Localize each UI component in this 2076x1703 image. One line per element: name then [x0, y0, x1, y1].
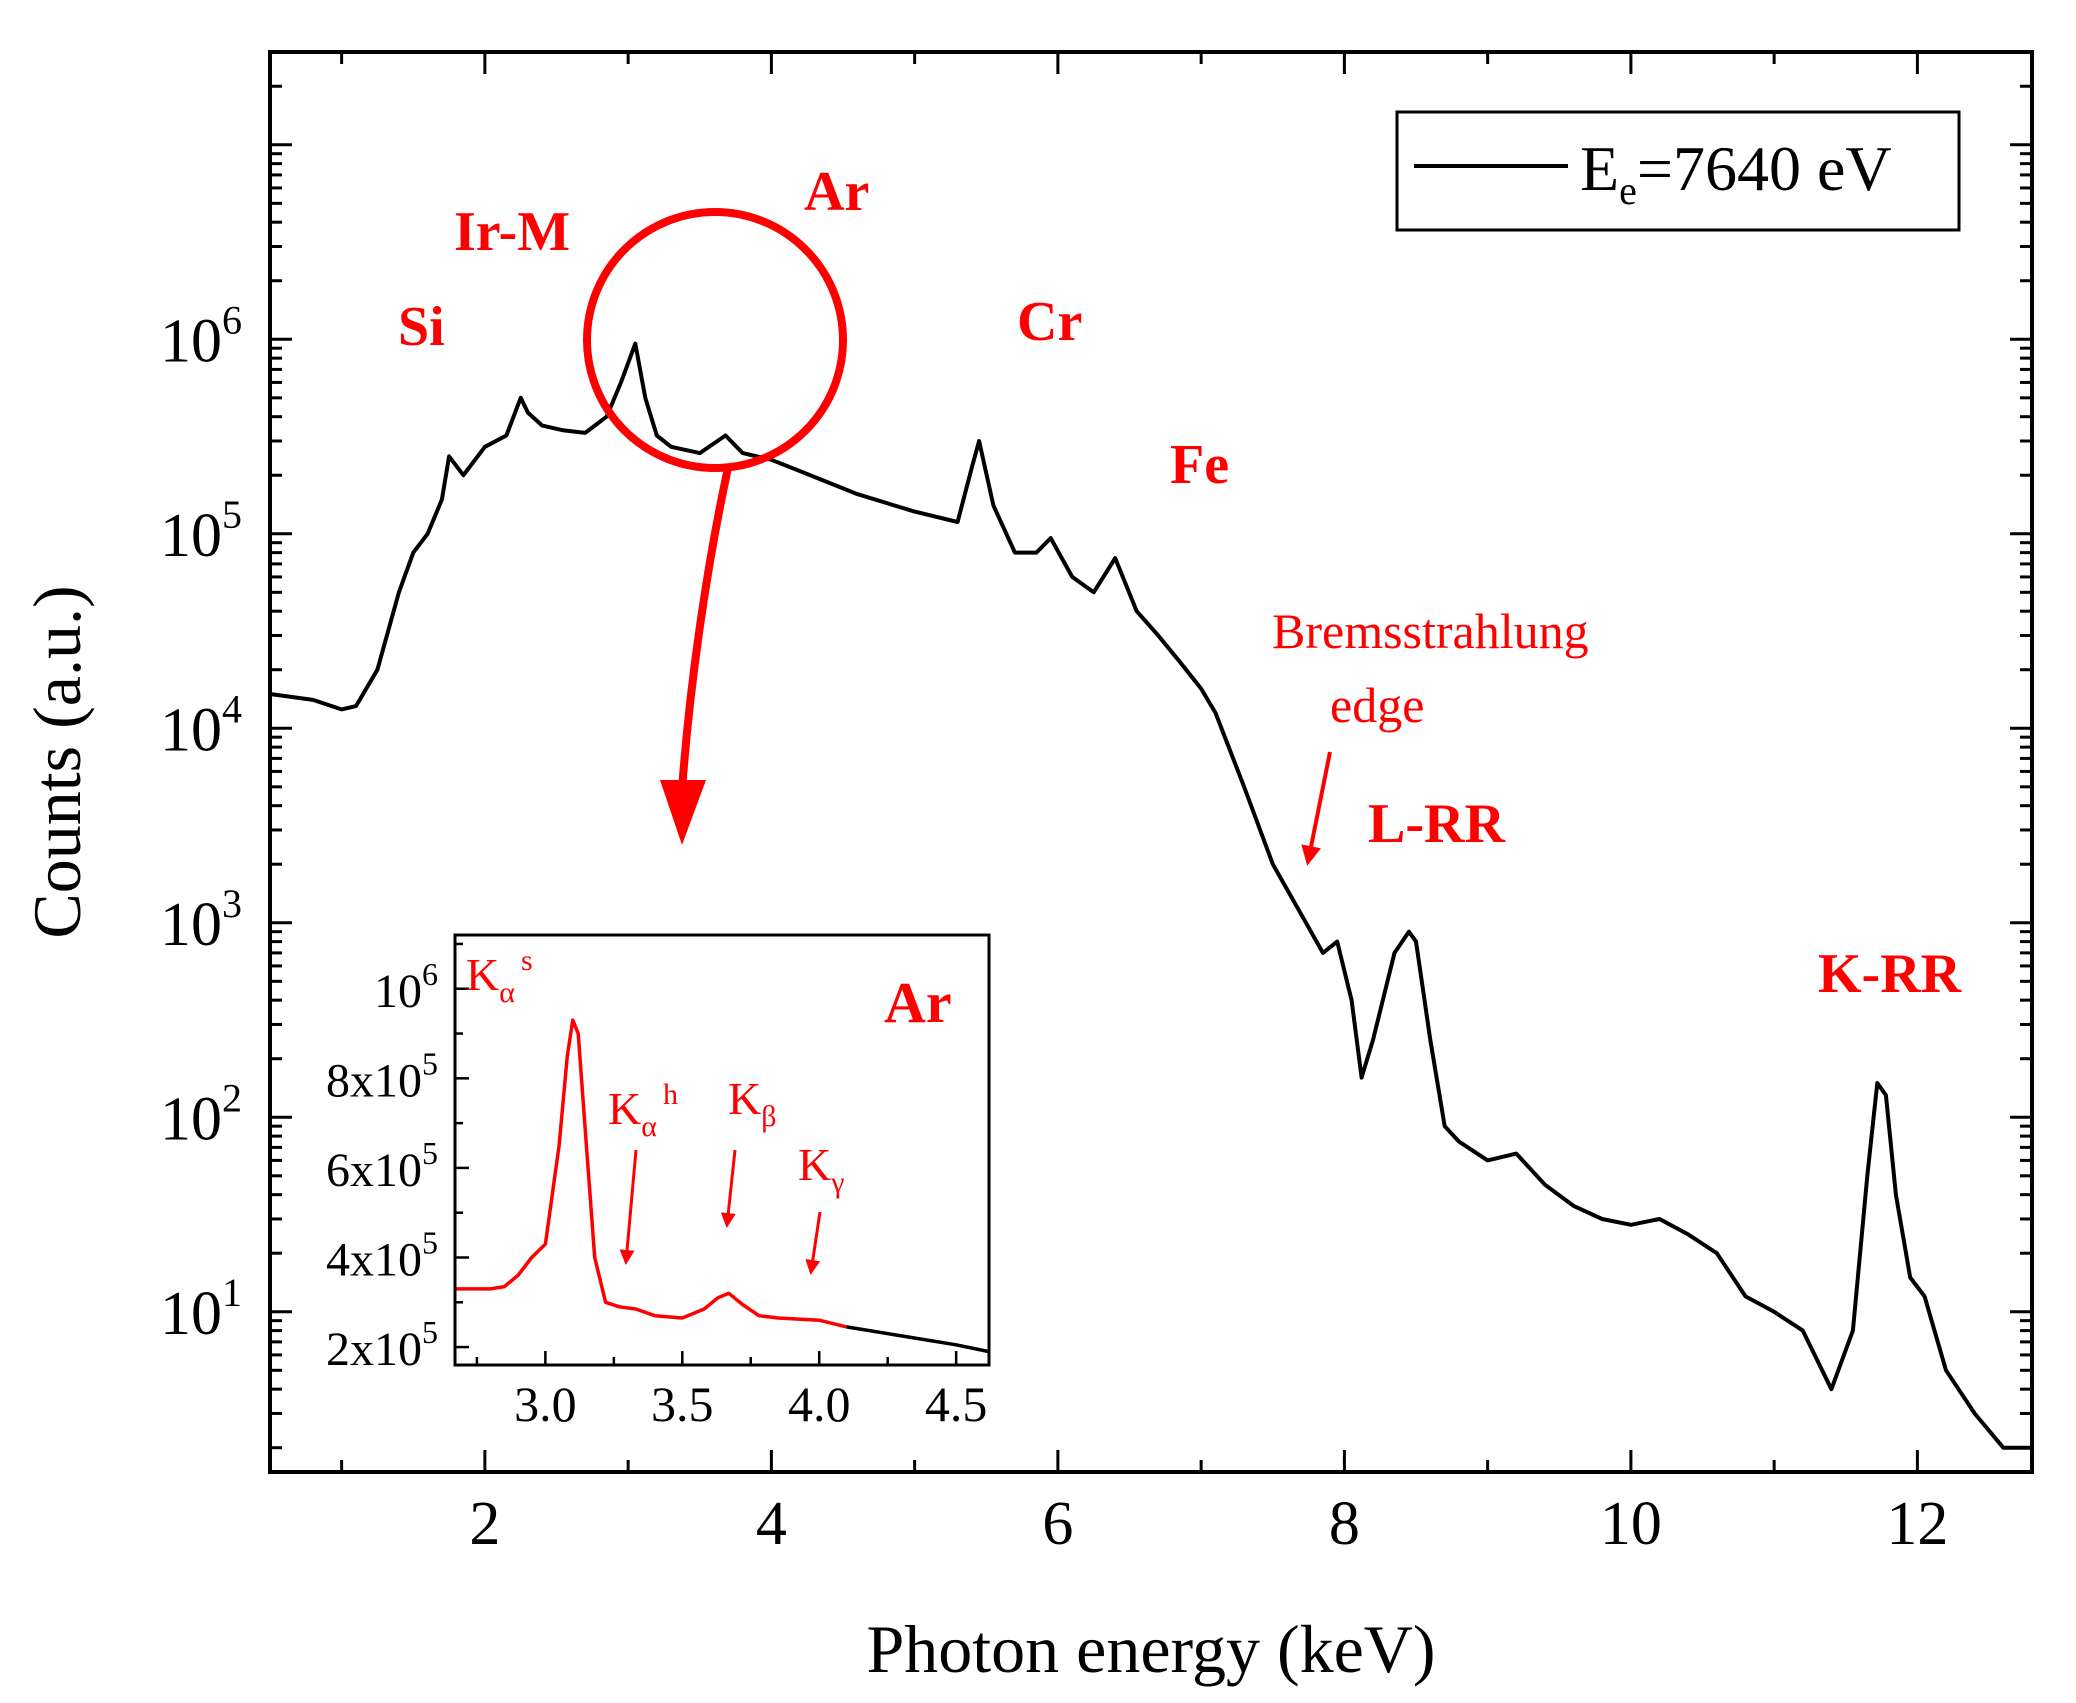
kg-arrow — [805, 1211, 822, 1275]
x-tick-label: 4 — [756, 1490, 787, 1558]
inset-y-tick-label: 106 — [374, 956, 438, 1018]
inset-annotation-kb: Kβ — [728, 1073, 777, 1133]
y-tick-label: 106 — [160, 297, 242, 375]
x-tick-label: 12 — [1886, 1490, 1948, 1558]
main-plot: 2 4 6 8 10 12 101 102 103 104 105 106 Photon energ… — [19, 50, 2034, 1687]
x-tick-label: 10 — [1600, 1490, 1662, 1558]
inset-spectrum-line-red — [455, 1018, 848, 1329]
inset-annotation-ka-s: Kαs — [466, 944, 533, 1009]
inset-annotation-ar: Ar — [884, 970, 952, 1035]
inset-background — [455, 935, 989, 1365]
zoom-arrow-shaft — [678, 467, 732, 791]
y-tick-label: 104 — [160, 686, 242, 764]
annotation-bremsstrahlung-line1: Bremsstrahlung — [1272, 603, 1589, 659]
y-tick-label: 102 — [160, 1075, 242, 1153]
main-x-ticks: 2 4 6 8 10 12 — [340, 52, 1948, 1558]
annotation-bremsstrahlung-line2: edge — [1330, 677, 1424, 733]
annotation-ir-m: Ir-M — [454, 201, 570, 263]
inset-y-tick-label: 2x105 — [326, 1314, 438, 1376]
legend-box — [1395, 110, 1961, 232]
inset-annotation-ka-h: Kαh — [608, 1078, 678, 1143]
inset-y-tick-label: 6x105 — [326, 1135, 438, 1197]
inset-spectrum-line-black — [846, 1325, 990, 1354]
legend-entry-label: Ee=7640 eV — [1580, 133, 1892, 213]
annotation-si: Si — [398, 296, 445, 358]
y-tick-label: 103 — [160, 881, 242, 959]
main-spectrum-line — [269, 341, 2032, 1450]
kb-arrow — [720, 1149, 737, 1228]
inset-annotation-kg: Kγ — [798, 1139, 845, 1199]
inset-frame — [453, 933, 991, 1367]
zoom-arrow-head — [660, 780, 706, 845]
x-axis-label: Photon energy (keV) — [866, 1611, 1435, 1687]
x-tick-label: 8 — [1329, 1490, 1360, 1558]
x-tick-label: 6 — [1042, 1490, 1073, 1558]
inset-x-tick-label: 3.0 — [514, 1376, 577, 1432]
ka-h-arrow — [619, 1149, 638, 1265]
y-axis-label: Counts (a.u.) — [19, 585, 95, 938]
inset-x-ticks: 3.0 3.5 4.0 4.5 — [475, 1351, 988, 1432]
annotation-fe: Fe — [1170, 434, 1229, 496]
main-plot-frame — [268, 50, 2034, 1474]
inset-y-tick-label: 8x105 — [326, 1045, 438, 1107]
inset-x-tick-label: 4.0 — [788, 1376, 851, 1432]
y-tick-label: 105 — [160, 492, 242, 570]
annotation-l-rr: L-RR — [1368, 793, 1505, 855]
bremsstrahlung-arrow — [1301, 751, 1332, 866]
inset-y-tick-label: 4x105 — [326, 1225, 438, 1287]
inset-x-tick-label: 4.5 — [925, 1376, 988, 1432]
annotation-cr: Cr — [1017, 291, 1082, 353]
inset-y-ticks: 2x105 4x105 6x105 8x105 106 — [326, 942, 469, 1376]
zoom-circle — [583, 208, 847, 472]
y-tick-label: 101 — [160, 1270, 242, 1348]
inset-x-tick-label: 3.5 — [651, 1376, 714, 1432]
legend: Ee=7640 eV — [1395, 110, 1961, 232]
annotation-k-rr: K-RR — [1818, 943, 1962, 1005]
x-tick-label: 2 — [469, 1490, 500, 1558]
annotation-ar: Ar — [804, 161, 869, 223]
main-y-ticks: 101 102 103 104 105 106 — [160, 50, 2032, 1450]
